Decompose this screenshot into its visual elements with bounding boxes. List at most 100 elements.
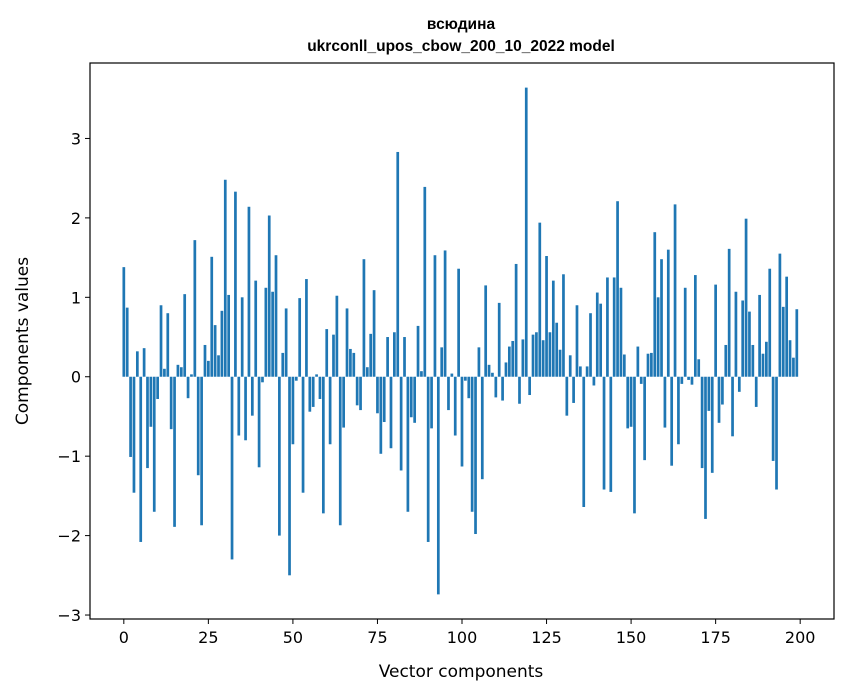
bar (606, 277, 609, 377)
y-axis-label: Components values (13, 257, 33, 425)
bar (710, 376, 714, 473)
bar (430, 376, 433, 429)
bar (768, 268, 772, 377)
bar (650, 352, 653, 377)
x-tick-label: 50 (283, 628, 303, 647)
bar (146, 376, 149, 469)
bar (741, 300, 745, 377)
bar (396, 151, 400, 377)
y-tick-label: −2 (57, 527, 81, 546)
bar (376, 376, 379, 414)
bar (190, 374, 193, 377)
bar (332, 334, 335, 377)
bar (612, 277, 616, 377)
bar (179, 367, 183, 377)
bar (274, 255, 278, 377)
bar (311, 376, 315, 407)
bar (453, 376, 457, 436)
bar (683, 287, 687, 377)
bar (707, 376, 711, 411)
bar (261, 376, 264, 383)
bar (230, 376, 234, 560)
bar (382, 376, 386, 423)
bar (602, 376, 606, 490)
bar (541, 340, 545, 377)
bar (200, 376, 203, 526)
bar (785, 276, 789, 377)
bar (501, 376, 504, 401)
x-tick-label: 25 (198, 628, 218, 647)
bar (217, 355, 220, 377)
bar (409, 376, 413, 418)
bar (173, 376, 176, 527)
bar (721, 376, 724, 405)
bar (213, 325, 217, 377)
x-tick-label: 0 (119, 628, 129, 647)
bar (349, 348, 352, 377)
bar (666, 249, 670, 377)
bar (298, 298, 302, 377)
bar (792, 357, 795, 377)
bar (271, 291, 274, 377)
bar (504, 362, 508, 377)
bar (663, 376, 667, 428)
bar (416, 325, 420, 377)
bar (342, 376, 345, 428)
bar (129, 376, 132, 457)
bar (480, 376, 484, 480)
bar (318, 376, 322, 399)
y-tick-label: 1 (71, 288, 81, 307)
y-tick-label: −1 (57, 447, 81, 466)
chart-title: всюдина (427, 16, 496, 33)
bar (592, 376, 596, 386)
bar (734, 291, 738, 377)
bar (267, 215, 271, 377)
bar (660, 259, 663, 377)
bar (639, 376, 643, 384)
bar (636, 346, 640, 377)
x-tick-label: 175 (700, 628, 731, 647)
bar (585, 366, 589, 377)
y-axis-ticks: −3 −2 −1 0 1 2 3 (57, 129, 90, 625)
bar (420, 371, 423, 377)
bar (744, 218, 748, 377)
bar (595, 292, 599, 377)
bar (345, 308, 349, 377)
bar (281, 352, 285, 377)
bar (294, 376, 298, 381)
bar (436, 376, 440, 595)
bar (406, 376, 410, 512)
bar (568, 355, 572, 377)
bar (355, 376, 359, 406)
bar (589, 313, 592, 377)
bar (149, 376, 153, 427)
bar (203, 344, 207, 377)
bar (558, 349, 562, 377)
y-tick-label: 0 (71, 368, 81, 387)
bar (538, 222, 542, 377)
bar (257, 376, 261, 468)
bar (562, 274, 565, 377)
bar (751, 344, 755, 377)
bar (460, 376, 464, 467)
bar (565, 376, 569, 416)
bar (572, 376, 575, 403)
bar (579, 366, 582, 377)
bar (403, 337, 406, 377)
bar (690, 376, 694, 385)
bar (227, 294, 231, 377)
bar (693, 275, 697, 377)
x-axis-ticks: 0 25 50 75 100 125 150 175 200 (119, 619, 815, 647)
bar (673, 204, 677, 377)
bar (700, 376, 704, 469)
bar (491, 372, 494, 377)
bar (166, 313, 170, 377)
bar (365, 367, 369, 377)
bar (193, 240, 197, 377)
bar (220, 310, 224, 377)
bar (393, 332, 396, 377)
bar (781, 306, 785, 377)
bar (714, 284, 717, 377)
bar (139, 376, 143, 542)
bar (122, 267, 126, 377)
